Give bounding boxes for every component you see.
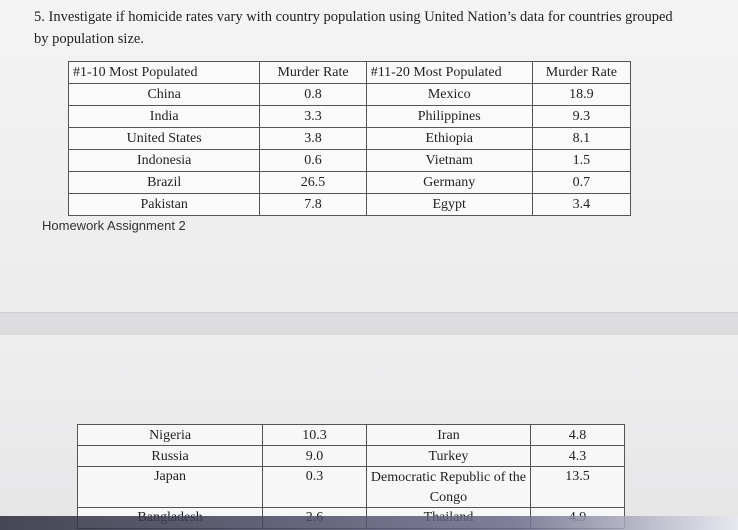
country-cell: Indonesia (67, 149, 261, 172)
country-cell: Japan (76, 466, 264, 508)
table-row: United States 3.8 Ethiopia 8.1 (67, 127, 632, 150)
rate-cell: 3.8 (259, 127, 367, 150)
country-cell: Pakistan (67, 193, 261, 216)
country-cell: Germany (365, 171, 533, 194)
country-cell: Vietnam (365, 149, 533, 172)
table-row: Nigeria 10.3 Iran 4.8 (76, 424, 625, 446)
rate-cell: 8.1 (531, 127, 632, 150)
rate-cell: 0.7 (531, 171, 632, 194)
rate-cell: 18.9 (531, 83, 632, 106)
rate-cell: 10.3 (262, 424, 367, 446)
rate-cell: 26.5 (259, 171, 367, 194)
country-cell: Turkey (365, 445, 532, 467)
country-cell: Iran (365, 424, 532, 446)
country-cell: Egypt (365, 193, 533, 216)
header-cell: Murder Rate (531, 61, 632, 84)
rate-cell: 4.3 (530, 445, 625, 467)
question-text: 5. Investigate if homicide rates vary wi… (34, 9, 673, 47)
rate-cell: 1.5 (531, 149, 632, 172)
country-cell: India (67, 105, 261, 128)
rate-cell: 0.3 (262, 466, 367, 508)
country-cell: Brazil (67, 171, 261, 194)
country-cell: United States (67, 127, 261, 150)
table-row: Brazil 26.5 Germany 0.7 (67, 171, 632, 194)
table-header-row: #1-10 Most Populated Murder Rate #11-20 … (67, 61, 632, 84)
country-cell: Mexico (365, 83, 533, 106)
country-cell: China (67, 83, 261, 106)
rate-cell: 7.8 (259, 193, 367, 216)
rate-cell: 9.3 (531, 105, 632, 128)
screen-edge-shadow (0, 516, 738, 530)
rate-cell: 13.5 (530, 466, 625, 508)
rate-cell: 9.0 (262, 445, 367, 467)
rate-cell: 3.3 (259, 105, 367, 128)
country-cell: Ethiopia (365, 127, 533, 150)
header-cell: #1-10 Most Populated (67, 61, 261, 84)
table-row: Indonesia 0.6 Vietnam 1.5 (67, 149, 632, 172)
country-cell: Philippines (365, 105, 533, 128)
rate-cell: 0.8 (259, 83, 367, 106)
population-murder-table-2: Nigeria 10.3 Iran 4.8 Russia 9.0 Turkey … (76, 424, 625, 529)
section-label: Homework Assignment 2 (42, 218, 186, 233)
rate-cell: 0.6 (259, 149, 367, 172)
table-row: Russia 9.0 Turkey 4.3 (76, 445, 625, 467)
rate-cell: 4.8 (530, 424, 625, 446)
country-cell: Russia (76, 445, 264, 467)
country-cell-continued: Congo (365, 487, 532, 508)
header-cell: Murder Rate (259, 61, 367, 84)
country-cell: Nigeria (76, 424, 264, 446)
rate-cell: 3.4 (531, 193, 632, 216)
table-row: India 3.3 Philippines 9.3 (67, 105, 632, 128)
country-cell: Democratic Republic of the (365, 466, 532, 487)
header-cell: #11-20 Most Populated (365, 61, 533, 84)
population-murder-table-1: #1-10 Most Populated Murder Rate #11-20 … (67, 61, 632, 216)
table-row: Japan 0.3 Democratic Republic of the 13.… (76, 466, 625, 508)
page-separator (0, 312, 738, 336)
table-row: Pakistan 7.8 Egypt 3.4 (67, 193, 632, 216)
table-row: China 0.8 Mexico 18.9 (67, 83, 632, 106)
